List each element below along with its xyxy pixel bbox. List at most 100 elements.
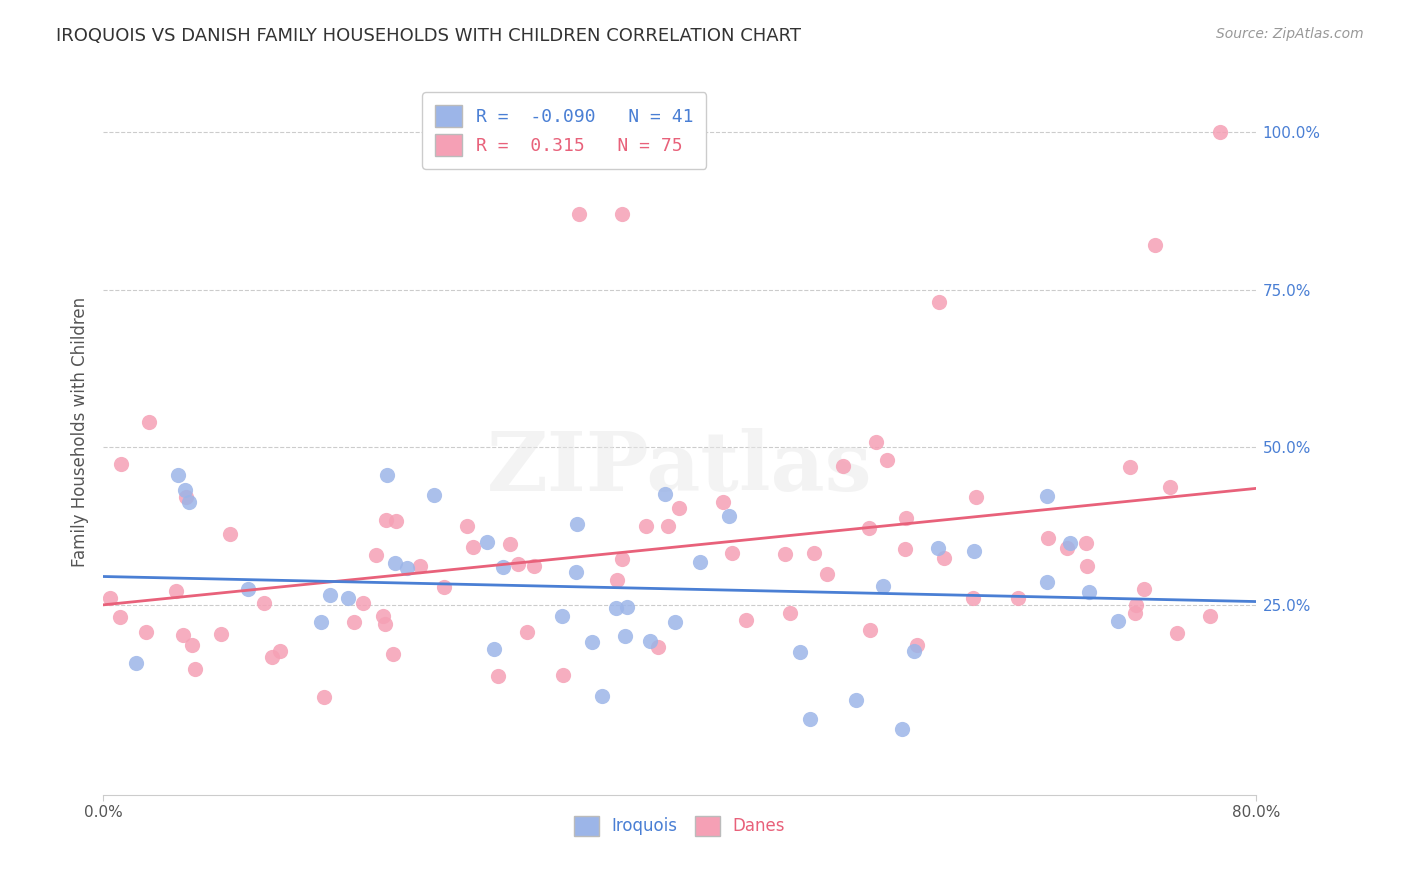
Point bbox=[385, 514, 408, 528]
Point bbox=[717, 508, 740, 523]
Point bbox=[108, 610, 131, 624]
Point bbox=[876, 453, 898, 467]
Point bbox=[373, 609, 395, 624]
Point bbox=[927, 541, 949, 555]
Point bbox=[375, 513, 398, 527]
Point bbox=[311, 615, 333, 630]
Point bbox=[167, 468, 190, 483]
Point bbox=[654, 487, 676, 501]
Point bbox=[1133, 582, 1156, 596]
Point bbox=[616, 600, 638, 615]
Point bbox=[269, 644, 291, 658]
Point bbox=[218, 527, 240, 541]
Point bbox=[319, 588, 342, 602]
Point bbox=[581, 635, 603, 649]
Text: Source: ZipAtlas.com: Source: ZipAtlas.com bbox=[1216, 27, 1364, 41]
Point bbox=[610, 207, 633, 221]
Point bbox=[396, 561, 419, 575]
Point bbox=[568, 207, 591, 221]
Point bbox=[606, 573, 628, 587]
Point bbox=[1166, 625, 1188, 640]
Point bbox=[165, 584, 187, 599]
Point bbox=[262, 650, 284, 665]
Point bbox=[636, 519, 658, 533]
Point bbox=[172, 628, 194, 642]
Point bbox=[1074, 535, 1097, 549]
Point bbox=[565, 516, 588, 531]
Point bbox=[905, 638, 928, 652]
Point bbox=[1123, 607, 1146, 621]
Point bbox=[858, 521, 880, 535]
Point bbox=[384, 557, 406, 571]
Point bbox=[903, 644, 925, 658]
Point bbox=[343, 615, 366, 629]
Point bbox=[253, 595, 276, 609]
Point bbox=[734, 613, 756, 627]
Point bbox=[1209, 125, 1232, 139]
Point bbox=[173, 483, 195, 497]
Point bbox=[551, 609, 574, 624]
Point bbox=[499, 537, 522, 551]
Point bbox=[1036, 575, 1059, 590]
Point bbox=[180, 638, 202, 652]
Point bbox=[174, 490, 197, 504]
Point bbox=[962, 591, 984, 606]
Point bbox=[364, 548, 387, 562]
Point bbox=[845, 693, 868, 707]
Point bbox=[1199, 608, 1222, 623]
Text: ZIPatlas: ZIPatlas bbox=[486, 428, 872, 508]
Point bbox=[565, 565, 588, 579]
Point bbox=[1107, 614, 1129, 628]
Point bbox=[477, 535, 499, 549]
Point bbox=[373, 617, 395, 632]
Point bbox=[482, 642, 505, 657]
Point bbox=[891, 722, 914, 736]
Point bbox=[110, 457, 132, 471]
Point bbox=[932, 551, 955, 566]
Point bbox=[689, 555, 711, 569]
Point bbox=[614, 629, 637, 643]
Point bbox=[456, 518, 478, 533]
Point bbox=[638, 634, 661, 648]
Point bbox=[1078, 585, 1101, 599]
Point bbox=[461, 540, 484, 554]
Point bbox=[184, 662, 207, 676]
Point bbox=[803, 546, 825, 560]
Point bbox=[1119, 460, 1142, 475]
Point bbox=[775, 547, 797, 561]
Point bbox=[236, 582, 259, 596]
Point bbox=[1143, 238, 1166, 252]
Point bbox=[872, 579, 894, 593]
Point bbox=[610, 552, 633, 566]
Point bbox=[965, 490, 987, 504]
Point bbox=[859, 623, 882, 637]
Point bbox=[1007, 591, 1029, 606]
Point bbox=[375, 467, 398, 482]
Point bbox=[779, 606, 801, 620]
Point bbox=[125, 656, 148, 670]
Point bbox=[832, 459, 855, 474]
Point bbox=[1056, 541, 1078, 556]
Point bbox=[336, 591, 359, 605]
Point bbox=[135, 625, 157, 640]
Point bbox=[1159, 480, 1181, 494]
Point bbox=[1125, 598, 1147, 612]
Point bbox=[647, 640, 669, 655]
Point bbox=[312, 690, 335, 705]
Point bbox=[657, 518, 679, 533]
Point bbox=[1036, 531, 1059, 545]
Point bbox=[98, 591, 121, 606]
Point bbox=[423, 488, 446, 502]
Point bbox=[506, 557, 529, 571]
Point bbox=[789, 645, 811, 659]
Point bbox=[492, 560, 515, 574]
Point bbox=[516, 624, 538, 639]
Point bbox=[815, 566, 838, 581]
Point bbox=[711, 495, 734, 509]
Point bbox=[177, 495, 200, 509]
Point bbox=[138, 415, 160, 429]
Point bbox=[591, 690, 613, 704]
Point bbox=[432, 580, 454, 594]
Point bbox=[1076, 558, 1098, 573]
Point bbox=[352, 597, 374, 611]
